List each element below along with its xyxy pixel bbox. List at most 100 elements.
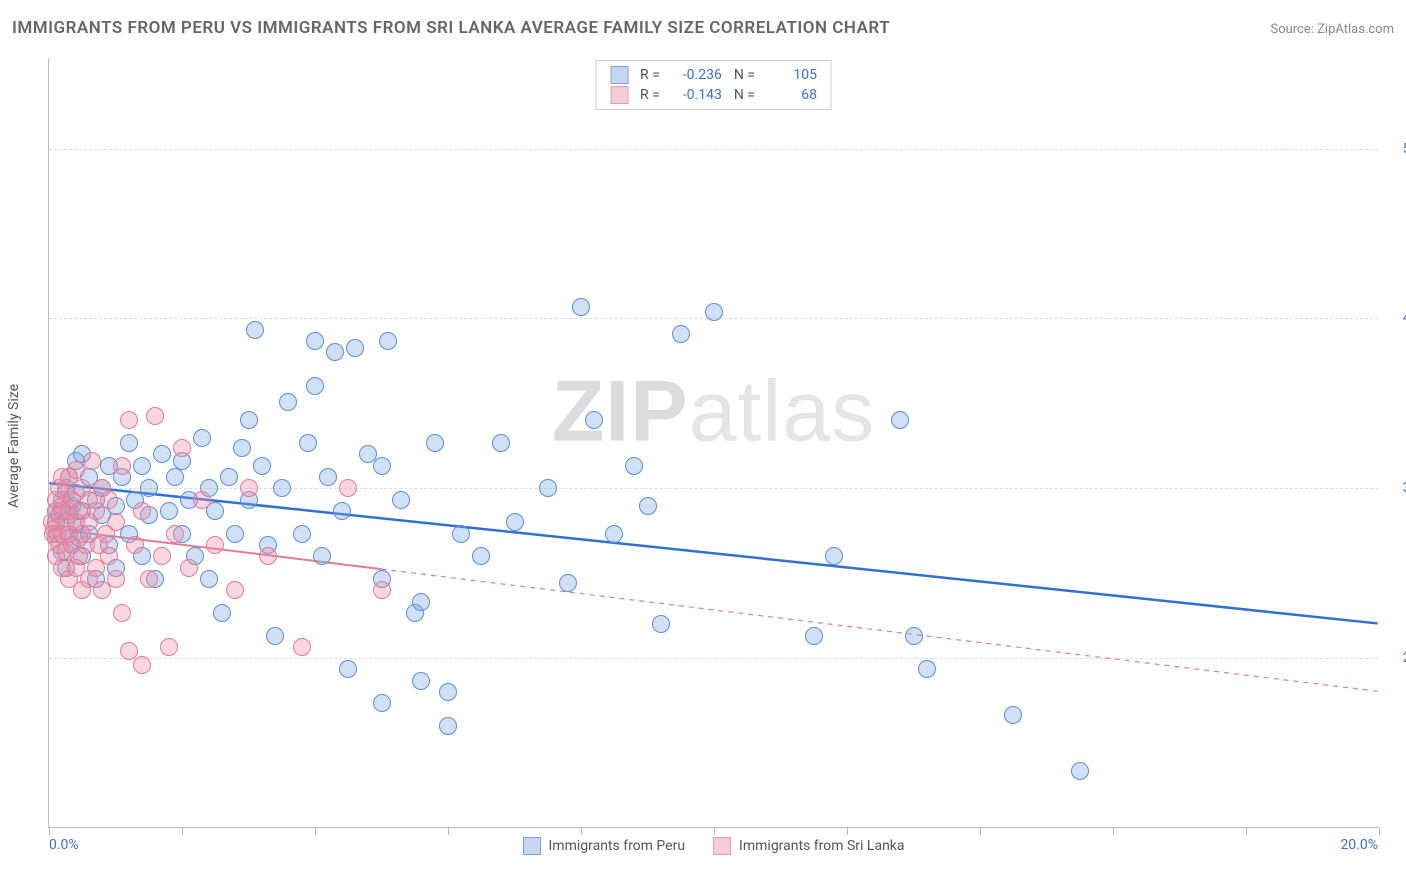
source-attribution: Source: ZipAtlas.com (1270, 22, 1394, 37)
scatter-point-srilanka (100, 491, 118, 509)
legend-item-srilanka: Immigrants from Sri Lanka (713, 837, 904, 855)
y-axis-label: Average Family Size (6, 384, 22, 508)
scatter-point-srilanka (133, 656, 151, 674)
correlation-legend-box: R = -0.236 N = 105 R = -0.143 N = 68 (595, 60, 832, 110)
scatter-point-peru (226, 525, 244, 543)
y-tick-label: 4.25 (1386, 310, 1406, 326)
scatter-point-peru (506, 513, 524, 531)
y-tick-label: 3.50 (1386, 480, 1406, 496)
scatter-point-peru (918, 660, 936, 678)
scatter-point-peru (412, 672, 430, 690)
scatter-point-peru (805, 627, 823, 645)
scatter-point-srilanka (107, 570, 125, 588)
scatter-point-peru (233, 439, 251, 457)
scatter-point-peru (392, 491, 410, 509)
scatter-point-srilanka (153, 547, 171, 565)
x-tick-mark (847, 827, 848, 835)
x-tick-mark (1113, 827, 1114, 835)
legend-swatch-peru (522, 837, 540, 855)
scatter-point-peru (472, 547, 490, 565)
y-tick-label: 5.00 (1386, 141, 1406, 157)
scatter-point-peru (1004, 706, 1022, 724)
scatter-point-srilanka (146, 407, 164, 425)
scatter-point-peru (439, 683, 457, 701)
scatter-point-peru (266, 627, 284, 645)
trendline-srilanka-dashed (381, 569, 1377, 691)
scatter-point-peru (339, 660, 357, 678)
scatter-point-peru (333, 502, 351, 520)
scatter-point-peru (346, 339, 364, 357)
scatter-point-peru (306, 332, 324, 350)
x-tick-mark (182, 827, 183, 835)
scatter-point-peru (279, 393, 297, 411)
gridline-horizontal (49, 149, 1378, 150)
chart-title: IMMIGRANTS FROM PERU VS IMMIGRANTS FROM … (12, 18, 890, 38)
scatter-point-srilanka (140, 570, 158, 588)
scatter-point-peru (166, 468, 184, 486)
scatter-point-srilanka (293, 638, 311, 656)
scatter-point-peru (379, 332, 397, 350)
x-tick-mark (714, 827, 715, 835)
scatter-point-peru (905, 627, 923, 645)
scatter-point-peru (572, 298, 590, 316)
scatter-point-srilanka (193, 491, 211, 509)
scatter-point-peru (140, 479, 158, 497)
scatter-point-peru (193, 429, 211, 447)
scatter-point-srilanka (339, 479, 357, 497)
scatter-point-peru (605, 525, 623, 543)
scatter-point-peru (539, 479, 557, 497)
scatter-point-srilanka (173, 439, 191, 457)
scatter-point-peru (240, 411, 258, 429)
scatter-point-peru (153, 445, 171, 463)
scatter-point-srilanka (100, 547, 118, 565)
scatter-point-srilanka (373, 581, 391, 599)
scatter-point-srilanka (180, 559, 198, 577)
scatter-point-peru (891, 411, 909, 429)
x-tick-mark (581, 827, 582, 835)
x-tick-mark (448, 827, 449, 835)
swatch-srilanka (610, 86, 628, 104)
scatter-point-srilanka (166, 525, 184, 543)
scatter-point-peru (672, 325, 690, 343)
scatter-point-peru (439, 717, 457, 735)
scatter-point-peru (1071, 762, 1089, 780)
scatter-point-srilanka (67, 461, 85, 479)
scatter-point-srilanka (126, 536, 144, 554)
scatter-point-peru (213, 604, 231, 622)
scatter-point-srilanka (107, 513, 125, 531)
scatter-point-peru (299, 434, 317, 452)
scatter-point-srilanka (206, 536, 224, 554)
watermark-text: ZIPatlas (552, 362, 875, 461)
y-tick-label: 2.75 (1386, 650, 1406, 666)
correlation-row-srilanka: R = -0.143 N = 68 (596, 85, 831, 105)
scatter-point-peru (133, 457, 151, 475)
gridline-horizontal (49, 658, 1378, 659)
scatter-point-peru (160, 502, 178, 520)
correlation-row-peru: R = -0.236 N = 105 (596, 65, 831, 85)
scatter-point-peru (306, 377, 324, 395)
scatter-point-srilanka (259, 547, 277, 565)
x-axis-min-label: 0.0% (49, 837, 79, 853)
scatter-point-peru (825, 547, 843, 565)
scatter-plot-area: ZIPatlas 2.753.504.255.00 0.0% 20.0% R =… (48, 58, 1378, 828)
x-tick-mark (1379, 827, 1380, 835)
scatter-point-peru (585, 411, 603, 429)
scatter-point-srilanka (113, 604, 131, 622)
scatter-point-srilanka (113, 457, 131, 475)
scatter-point-peru (326, 343, 344, 361)
x-tick-mark (980, 827, 981, 835)
legend-label-peru: Immigrants from Peru (548, 838, 685, 854)
x-tick-mark (49, 827, 50, 835)
scatter-point-peru (200, 570, 218, 588)
scatter-point-peru (246, 321, 264, 339)
scatter-point-peru (373, 694, 391, 712)
scatter-point-srilanka (240, 479, 258, 497)
scatter-point-peru (639, 497, 657, 515)
scatter-point-peru (313, 547, 331, 565)
scatter-point-srilanka (133, 502, 151, 520)
scatter-point-srilanka (83, 452, 101, 470)
swatch-peru (610, 66, 628, 84)
scatter-point-peru (652, 615, 670, 633)
x-tick-mark (315, 827, 316, 835)
x-axis-max-label: 20.0% (1340, 837, 1378, 853)
